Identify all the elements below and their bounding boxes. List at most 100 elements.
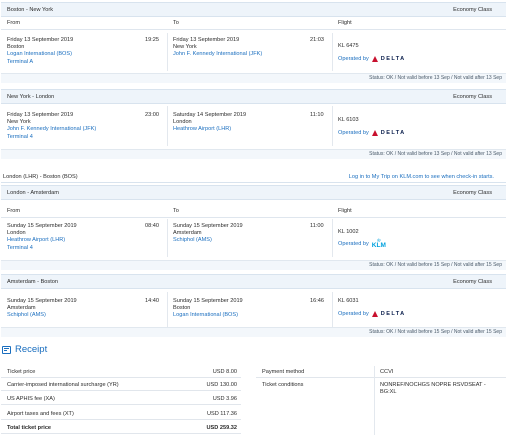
divider — [332, 33, 333, 71]
delta-widget-icon — [371, 311, 378, 317]
departure-info: Friday 13 September 2019 Boston Logan In… — [7, 37, 73, 66]
receipt-icon — [2, 345, 11, 354]
operated-by-label: Operated by — [338, 240, 369, 247]
ticket-conditions-label: Ticket conditions — [262, 382, 304, 388]
segment-header-jfk-lhr: New York - London Economy Class — [1, 89, 506, 104]
departure-terminal: Terminal A — [7, 58, 34, 65]
divider — [332, 292, 333, 328]
flight-number: KL 6475 — [338, 43, 359, 49]
flight-header: Flight — [338, 208, 352, 214]
arrival-airport-link[interactable]: Logan International (BOS) — [173, 312, 238, 319]
delta-logo: DELTA — [380, 130, 406, 136]
payment-method-value: CCVI — [380, 369, 394, 375]
payment-method-row: Payment method CCVI — [256, 366, 506, 378]
segment-cabin: Economy Class — [453, 279, 492, 285]
flight-number: KL 1002 — [338, 229, 359, 235]
departure-airport-link[interactable]: Logan International (BOS) — [7, 51, 72, 58]
receipt-total-label: Total ticket price — [7, 425, 52, 431]
segment-header-ams-bos: Amsterdam - Boston Economy Class — [1, 274, 506, 289]
journey-title: London (LHR) - Boston (BOS) — [3, 174, 78, 180]
arrival-city: London — [173, 119, 192, 126]
arrival-time: 11:10 — [310, 112, 324, 118]
arrival-city: Boston — [173, 305, 191, 312]
receipt-line-label: Airport taxes and fees (XT) — [7, 411, 74, 417]
arrival-date: Sunday 15 September 2019 — [173, 298, 243, 304]
from-header: From — [7, 208, 21, 214]
arrival-time: 11:00 — [310, 223, 324, 229]
receipt-total-value: USD 259.32 — [206, 425, 237, 431]
klm-logo: ♔ KLM — [371, 238, 386, 249]
flight-number: KL 6103 — [338, 117, 359, 123]
segment-route: New York - London — [7, 94, 55, 100]
departure-city: New York — [7, 119, 31, 126]
departure-airport-link[interactable]: Schiphol (AMS) — [7, 312, 46, 319]
divider — [167, 292, 168, 328]
segment-status: Status: OK / Not valid before 15 Sep / N… — [369, 262, 502, 268]
arrival-city: New York — [173, 44, 197, 51]
receipt-line-label: US APHIS fee (XA) — [7, 396, 55, 402]
segment-cabin: Economy Class — [453, 7, 492, 13]
departure-info: Sunday 15 September 2019 Amsterdam Schip… — [7, 298, 77, 320]
segment-header-lhr-ams: London - Amsterdam Economy Class — [1, 185, 506, 200]
arrival-date: Friday 13 September 2019 — [173, 37, 240, 43]
divider — [167, 219, 168, 257]
receipt-line: Airport taxes and fees (XT) USD 117.36 — [1, 408, 241, 420]
segment-status: Status: OK / Not valid before 15 Sep / N… — [369, 329, 502, 335]
receipt-line: Ticket price USD 8.00 — [1, 366, 241, 378]
operated-by-label: Operated by — [338, 130, 369, 136]
arrival-airport-link[interactable]: Schiphol (AMS) — [173, 237, 212, 244]
segment-cabin: Economy Class — [453, 94, 492, 100]
departure-airport-link[interactable]: John F. Kennedy International (JFK) — [7, 126, 97, 133]
operated-by: Operated by DELTA — [338, 130, 406, 136]
departure-airport-link[interactable]: Heathrow Airport (LHR) — [7, 237, 66, 244]
departure-city: Amsterdam — [7, 305, 36, 312]
arrival-city: Amsterdam — [173, 230, 202, 237]
departure-info: Friday 13 September 2019 New York John F… — [7, 112, 96, 141]
receipt-line: Carrier-imposed international surcharge … — [1, 379, 241, 391]
arrival-info: Sunday 15 September 2019 Amsterdam Schip… — [173, 223, 243, 245]
arrival-time: 16:46 — [310, 298, 324, 304]
receipt-line-value: USD 117.36 — [206, 411, 237, 417]
arrival-info: Saturday 14 September 2019 London Heathr… — [173, 112, 246, 134]
receipt-heading: Receipt — [2, 344, 47, 355]
check-in-link[interactable]: Log in to My Trip on KLM.com to see when… — [348, 174, 494, 180]
receipt-line: US APHIS fee (XA) USD 3.96 — [1, 393, 241, 405]
receipt-total: Total ticket price USD 259.32 — [1, 422, 241, 434]
arrival-info: Sunday 15 September 2019 Boston Logan In… — [173, 298, 243, 320]
departure-info: Sunday 15 September 2019 London Heathrow… — [7, 223, 77, 252]
arrival-airport-link[interactable]: John F. Kennedy International (JFK) — [173, 51, 263, 58]
arrival-airport-link[interactable]: Heathrow Airport (LHR) — [173, 126, 232, 133]
klm-wordmark: KLM — [371, 242, 386, 249]
departure-terminal: Terminal 4 — [7, 133, 33, 140]
departure-terminal: Terminal 4 — [7, 244, 33, 251]
departure-date: Friday 13 September 2019 — [7, 112, 74, 118]
ticket-conditions-value: NONREF/NOCHGS NOPRE RSVDSEAT - BG:XL — [380, 382, 486, 395]
column-headers: From To Flight — [1, 18, 506, 30]
receipt-line-label: Ticket price — [7, 369, 36, 375]
segment-route: Amsterdam - Boston — [7, 279, 58, 285]
operated-by: Operated by ♔ KLM — [338, 238, 386, 249]
flight-header: Flight — [338, 20, 352, 26]
departure-date: Sunday 15 September 2019 — [7, 298, 77, 304]
arrival-info: Friday 13 September 2019 New York John F… — [173, 37, 262, 59]
segment-status: Status: OK / Not valid before 13 Sep / N… — [369, 75, 502, 81]
arrival-date: Sunday 15 September 2019 — [173, 223, 243, 229]
departure-time: 23:00 — [145, 112, 159, 118]
delta-widget-icon — [371, 130, 378, 136]
operated-by-label: Operated by — [338, 56, 369, 62]
departure-time: 14:40 — [145, 298, 159, 304]
delta-logo: DELTA — [380, 56, 406, 62]
divider — [332, 219, 333, 257]
column-headers: From To Flight — [1, 206, 506, 218]
status-bar — [1, 260, 506, 270]
departure-time: 08:40 — [145, 223, 159, 229]
flight-number: KL 6031 — [338, 298, 359, 304]
departure-city: Boston — [7, 44, 25, 51]
payment-method-label: Payment method — [262, 369, 305, 375]
status-bar — [1, 327, 506, 337]
receipt-line-value: USD 130.00 — [206, 382, 237, 388]
arrival-time: 21:03 — [310, 37, 324, 43]
departure-date: Friday 13 September 2019 — [7, 37, 74, 43]
klm-crown-icon: ♔ — [376, 238, 382, 244]
departure-time: 19:25 — [145, 37, 159, 43]
